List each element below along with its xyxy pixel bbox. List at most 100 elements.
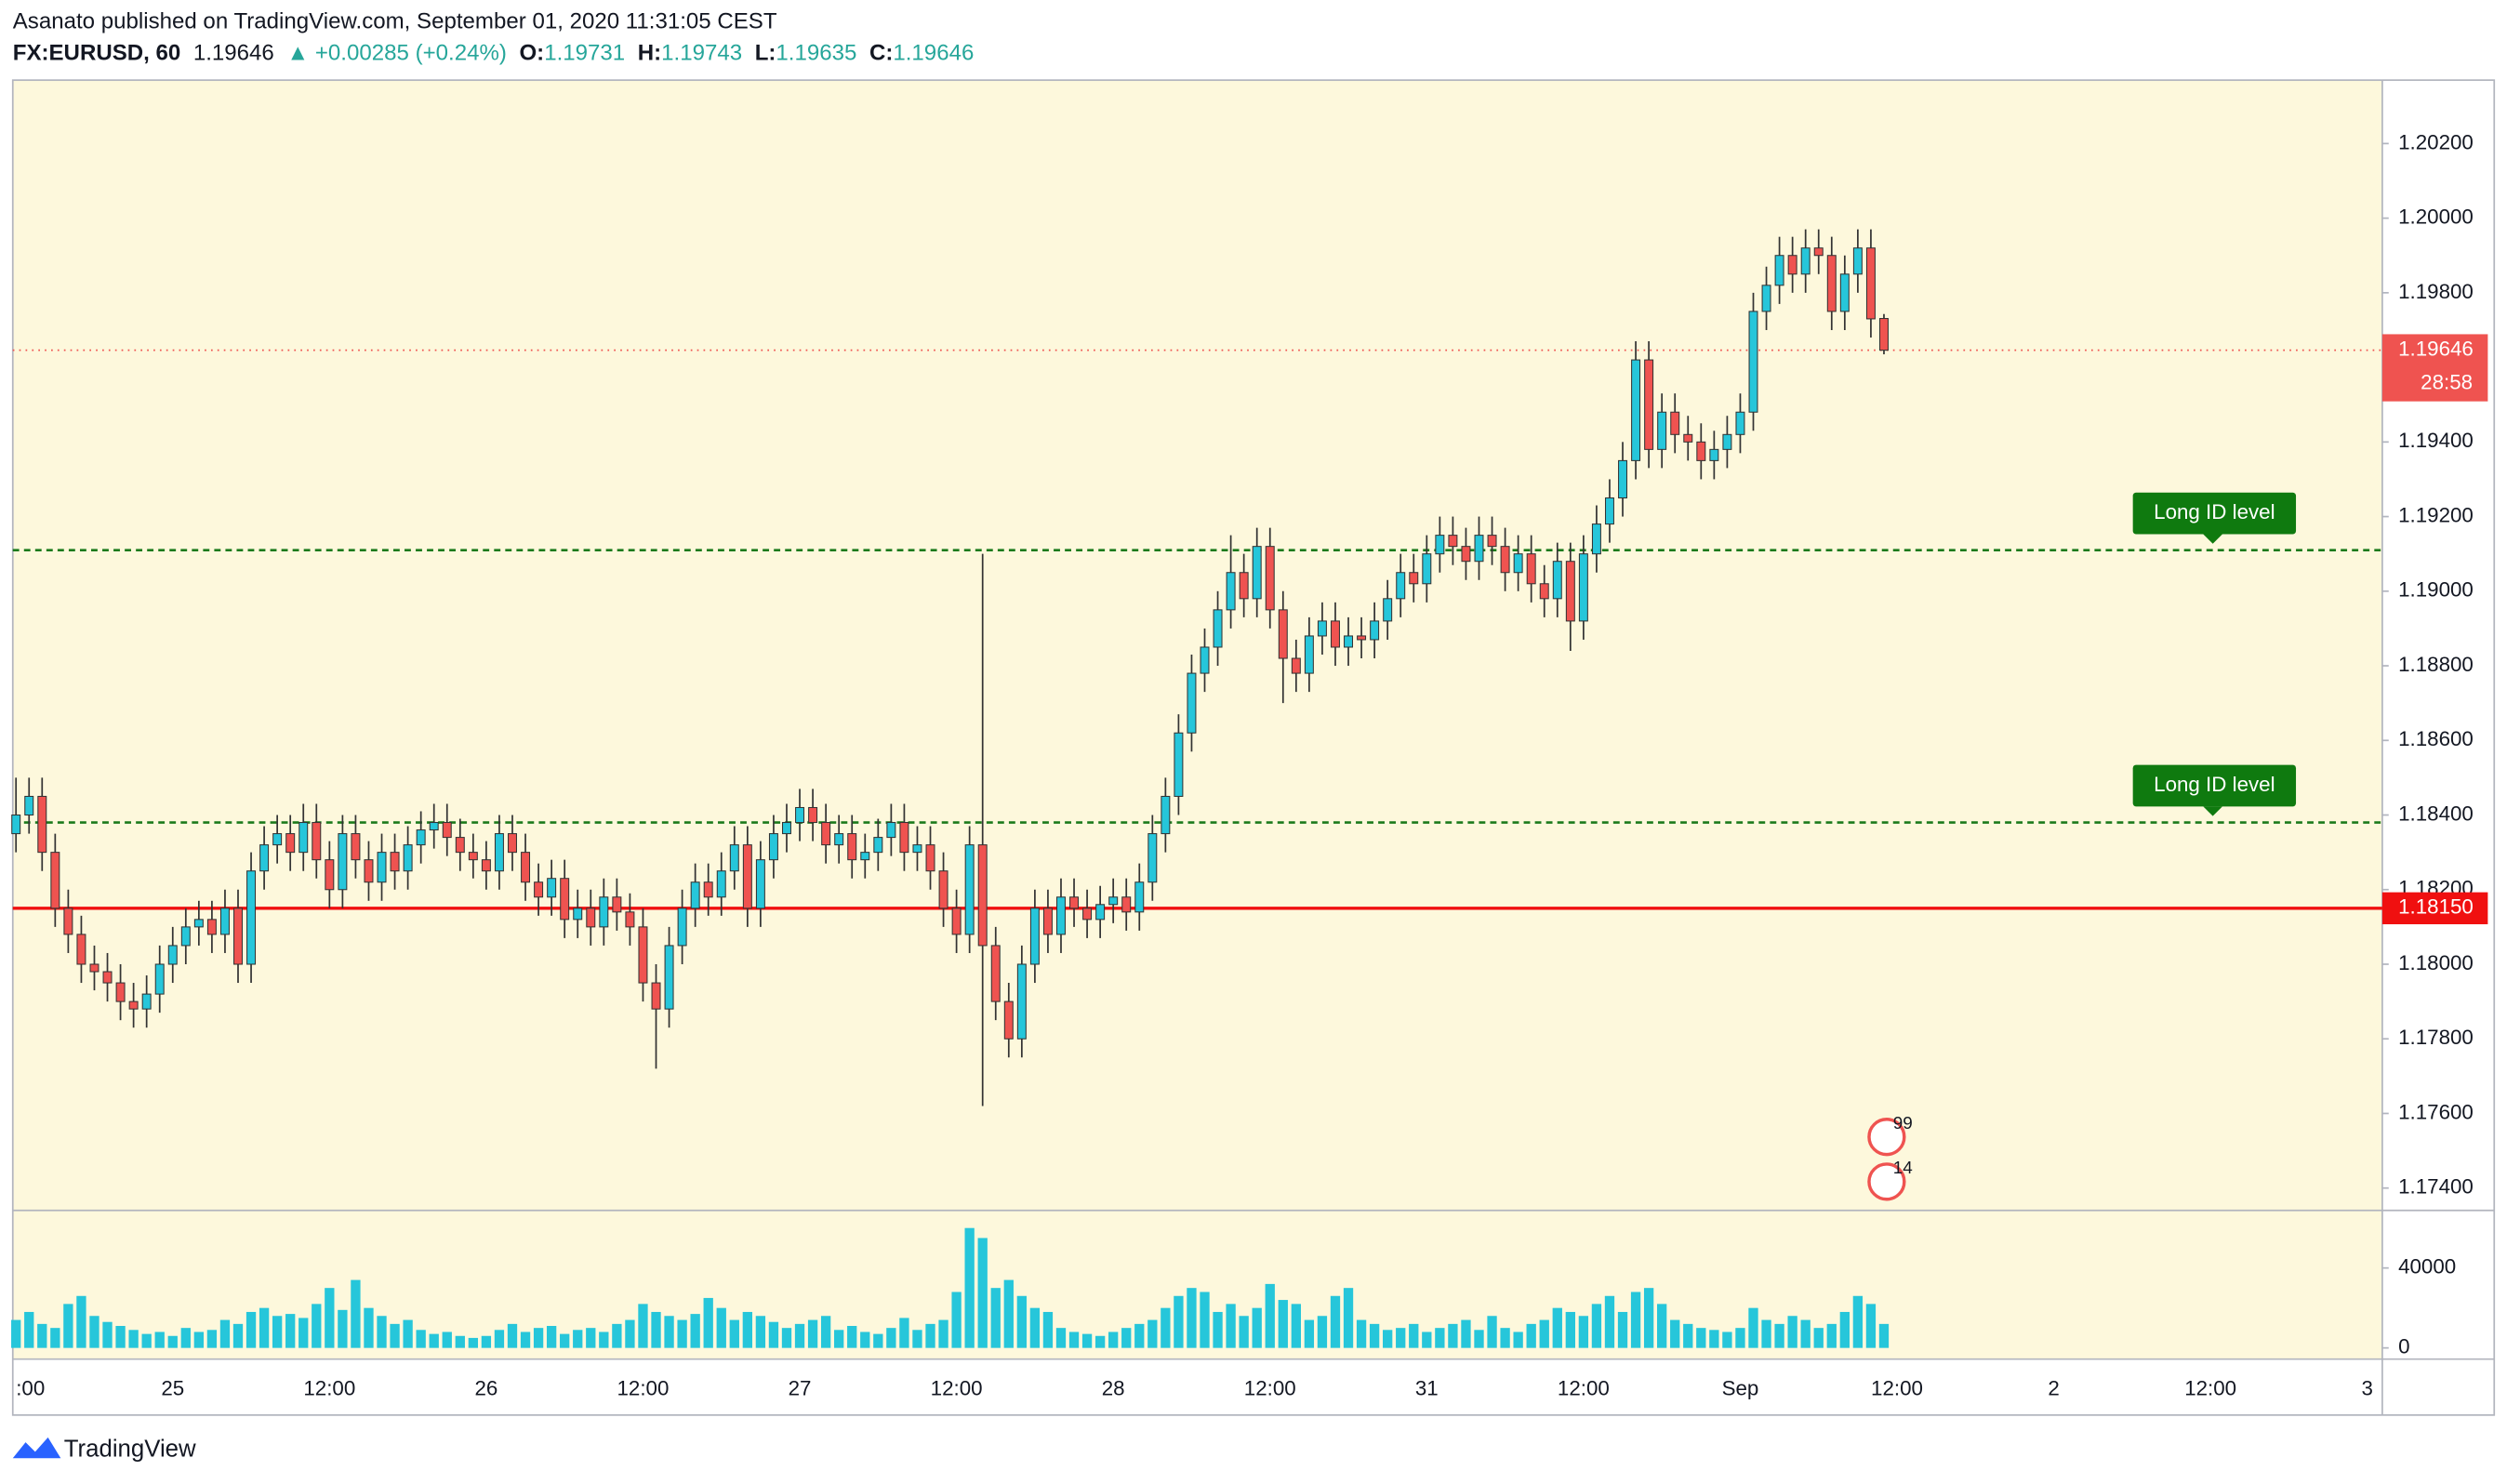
candle-body [272, 833, 283, 846]
candle-body [808, 806, 818, 824]
published-line: Asanato published on TradingView.com, Se… [13, 9, 777, 34]
symbol-line: FX:EURUSD, 60 1.19646 ▲ +0.00285 (+0.24%… [13, 41, 975, 66]
volume-bar [807, 1319, 818, 1348]
x-tick-label: 28 [1102, 1376, 1125, 1399]
candle-body [573, 908, 583, 921]
candle-body [1330, 620, 1340, 648]
volume-bar [768, 1321, 779, 1348]
volume-bar [298, 1318, 309, 1348]
volume-bar [1839, 1311, 1850, 1348]
candle-body [259, 844, 270, 872]
candle-body [990, 945, 1001, 1002]
x-tick-label: 2 [2048, 1376, 2059, 1399]
candle-body [1003, 1000, 1014, 1040]
candle-body [1526, 553, 1536, 585]
candle-body [1396, 572, 1406, 600]
candle-body [338, 833, 348, 891]
candle-body [1357, 635, 1367, 641]
candle-body [1055, 896, 1066, 935]
y-tick-label: 40000 [2398, 1255, 2456, 1279]
candle-body [1422, 553, 1432, 585]
candle-body [716, 870, 726, 898]
volume-bar [1722, 1332, 1732, 1348]
volume-bar [76, 1295, 86, 1348]
volume-bar [1252, 1307, 1262, 1348]
volume-bar [1826, 1323, 1837, 1348]
candle-body [298, 822, 309, 854]
candle-body [729, 844, 739, 872]
candle-body [1174, 732, 1184, 797]
ohlc-value: 1.19731 [544, 41, 625, 66]
candle-body [1735, 411, 1745, 435]
volume-bar [1369, 1323, 1380, 1348]
candle-body [1604, 497, 1614, 525]
volume-bar [245, 1311, 257, 1348]
candle-body [1657, 411, 1667, 450]
candle-body [1474, 535, 1484, 563]
candle-body [102, 971, 113, 984]
change: ▲ +0.00285 (+0.24%) [286, 41, 507, 66]
event-marker [1867, 1162, 1906, 1201]
volume-bar [416, 1330, 426, 1348]
candle-body [167, 945, 178, 965]
volume-bar [1461, 1319, 1471, 1348]
frame [11, 79, 2496, 1416]
candle-body [37, 795, 47, 854]
last: 1.19646 [193, 41, 274, 66]
candle-body [206, 919, 217, 935]
y-tick-label: 1.17800 [2398, 1026, 2474, 1049]
candle-body [1370, 620, 1380, 641]
volume-bar [873, 1333, 883, 1348]
volume-bar [1356, 1319, 1367, 1348]
candle-body [521, 852, 531, 883]
candle-body [899, 822, 909, 854]
volume-bar [1396, 1328, 1406, 1348]
candle-body [1239, 572, 1249, 600]
volume-bar [1265, 1283, 1275, 1348]
candle-body [128, 1000, 139, 1010]
volume-bar [860, 1332, 870, 1348]
volume-bar [1617, 1311, 1628, 1348]
candle-body [1696, 441, 1706, 461]
volume-bar [834, 1330, 844, 1348]
ohlc-label: O: [519, 41, 544, 66]
candle-body [1082, 908, 1093, 921]
candle-body [651, 982, 661, 1010]
candle-body [11, 815, 21, 835]
x-tick-label: 12:00 [1558, 1376, 1610, 1399]
candle-body [1670, 411, 1680, 435]
y-tick-label: 1.18400 [2398, 802, 2474, 825]
x-tick-label: 25 [161, 1376, 184, 1399]
candle-body [847, 833, 857, 861]
candle-body [468, 852, 478, 861]
volume-bar [24, 1311, 34, 1348]
volume-bar [938, 1319, 948, 1348]
volume-bar [442, 1332, 452, 1348]
candle-body [964, 844, 975, 935]
y-tick-label: 1.17400 [2398, 1175, 2474, 1199]
candle-body [1878, 318, 1889, 351]
candle-body [1344, 635, 1354, 648]
volume-bar [1500, 1328, 1510, 1348]
volume-bar [1761, 1319, 1771, 1348]
volume-bar [781, 1328, 792, 1348]
candle-body [1161, 795, 1171, 835]
candle-body [977, 844, 988, 947]
volume-bar [573, 1330, 583, 1348]
volume-bar [1865, 1304, 1877, 1348]
volume-bar [899, 1318, 909, 1348]
candle-body [219, 908, 230, 935]
event-marker [1867, 1118, 1906, 1157]
volume-bar [1094, 1335, 1106, 1348]
candle-body [1278, 609, 1288, 659]
marker-label: 99 [1893, 1114, 1913, 1133]
candle-body [508, 833, 517, 854]
candle-body [1042, 908, 1053, 935]
volume-bar [847, 1326, 857, 1348]
ohlc-value: 1.19743 [661, 41, 742, 66]
volume-bar [50, 1328, 60, 1348]
y-tick-label: 0 [2398, 1335, 2409, 1358]
x-tick-label: 12:00 [931, 1376, 983, 1399]
candle-body [1095, 904, 1106, 921]
